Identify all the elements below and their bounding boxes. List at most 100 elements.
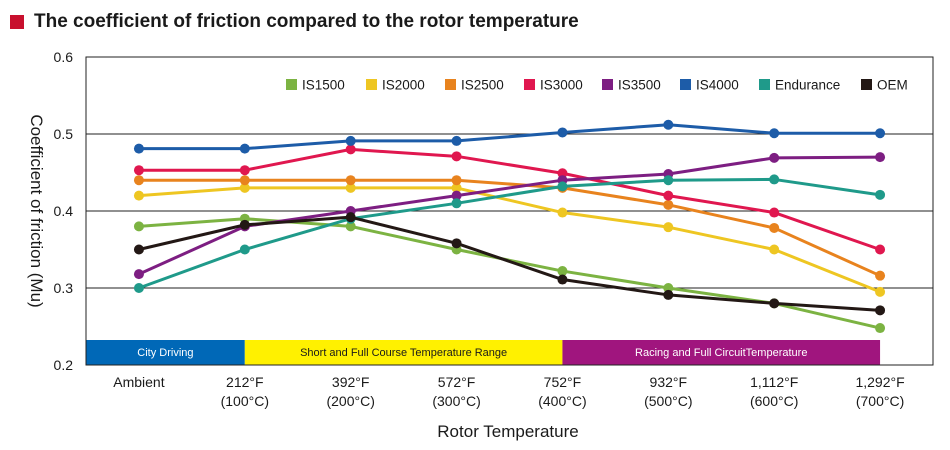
x-tick-label: 1,292°F bbox=[855, 374, 904, 390]
series-line bbox=[138, 123, 881, 151]
data-point bbox=[345, 182, 356, 193]
data-point bbox=[769, 128, 780, 139]
series-line bbox=[138, 215, 881, 312]
title-marker-square bbox=[10, 15, 24, 29]
data-point bbox=[451, 238, 462, 249]
x-tick-label: 212°F bbox=[226, 374, 264, 390]
data-point bbox=[345, 135, 356, 146]
data-point bbox=[769, 174, 780, 185]
series-oem bbox=[133, 212, 886, 316]
x-tick-sublabel: (300°C) bbox=[432, 393, 480, 409]
legend-item: Endurance bbox=[759, 78, 840, 93]
data-point bbox=[663, 199, 674, 210]
data-point bbox=[133, 175, 144, 186]
legend-label: IS2500 bbox=[461, 78, 504, 93]
series-line bbox=[138, 178, 881, 278]
legend-swatch bbox=[680, 79, 691, 90]
x-axis-label: Rotor Temperature bbox=[437, 422, 578, 441]
data-point bbox=[451, 190, 462, 201]
legend-swatch bbox=[445, 79, 456, 90]
band bbox=[244, 340, 563, 365]
legend-label: Endurance bbox=[775, 78, 840, 93]
x-tick-sublabel: (700°C) bbox=[856, 393, 904, 409]
series-is4000 bbox=[133, 119, 886, 154]
data-point bbox=[133, 269, 144, 280]
legend-label: IS3500 bbox=[618, 78, 661, 93]
data-series bbox=[133, 119, 886, 334]
legend-swatch bbox=[602, 79, 613, 90]
series-is3000 bbox=[133, 144, 886, 255]
y-tick-label: 0.5 bbox=[54, 126, 74, 142]
x-tick-label: 932°F bbox=[650, 374, 688, 390]
y-axis-label: Coefficient of friction (Mu) bbox=[27, 114, 46, 307]
data-point bbox=[557, 274, 568, 285]
data-point bbox=[239, 165, 250, 176]
data-point bbox=[875, 128, 886, 139]
legend-swatch bbox=[861, 79, 872, 90]
data-point bbox=[557, 266, 568, 277]
data-point bbox=[769, 152, 780, 163]
data-point bbox=[875, 152, 886, 163]
legend-item: IS3000 bbox=[524, 78, 583, 93]
data-point bbox=[345, 221, 356, 232]
data-point bbox=[345, 175, 356, 186]
data-point bbox=[875, 244, 886, 255]
legend-label: OEM bbox=[877, 78, 908, 93]
legend-item: IS2500 bbox=[445, 78, 504, 93]
data-point bbox=[557, 168, 568, 179]
data-point bbox=[663, 283, 674, 293]
data-point bbox=[557, 127, 568, 138]
legend: IS1500 IS2000 IS2500 IS3000 IS3500 IS4000 Endu… bbox=[286, 78, 908, 93]
series-line bbox=[138, 177, 881, 290]
series-line bbox=[138, 155, 881, 276]
x-tick-label: Ambient bbox=[113, 374, 164, 390]
data-point bbox=[239, 244, 250, 255]
data-point bbox=[769, 298, 780, 309]
x-tick-labels: Ambient 212°F (100°C) 392°F (200°C) 572°F (300… bbox=[113, 374, 904, 409]
legend-item: IS3500 bbox=[602, 78, 661, 93]
data-point bbox=[345, 144, 356, 155]
y-tick-label: 0.3 bbox=[54, 280, 74, 296]
data-point bbox=[451, 198, 462, 209]
band bbox=[562, 340, 881, 365]
band-label: City Driving bbox=[137, 347, 193, 359]
y-tick-label: 0.6 bbox=[54, 49, 74, 65]
data-point bbox=[239, 219, 250, 230]
temperature-range-bands: City Driving Short and Full Course Temper… bbox=[86, 340, 881, 365]
x-tick-sublabel: (600°C) bbox=[750, 393, 798, 409]
data-point bbox=[451, 151, 462, 162]
series-line bbox=[138, 217, 881, 330]
legend-label: IS4000 bbox=[696, 78, 739, 93]
series-line bbox=[138, 186, 881, 294]
data-point bbox=[451, 135, 462, 146]
legend-label: IS3000 bbox=[540, 78, 583, 93]
band-label: Short and Full Course Temperature Range bbox=[300, 347, 507, 359]
data-point bbox=[239, 143, 250, 154]
data-point bbox=[663, 289, 674, 300]
x-tick-label: 572°F bbox=[438, 374, 476, 390]
data-point bbox=[875, 189, 886, 200]
data-point bbox=[663, 119, 674, 130]
data-point bbox=[875, 323, 886, 334]
y-tick-label: 0.2 bbox=[54, 357, 74, 373]
data-point bbox=[875, 270, 886, 281]
legend-item: OEM bbox=[861, 78, 908, 93]
data-point bbox=[663, 190, 674, 201]
legend-label: IS2000 bbox=[382, 78, 425, 93]
data-point bbox=[133, 221, 144, 232]
data-point bbox=[239, 182, 250, 193]
data-point bbox=[451, 182, 462, 193]
chart-title-row: The coefficient of friction compared to … bbox=[10, 9, 579, 35]
series-is2500 bbox=[133, 175, 886, 281]
legend-item: IS2000 bbox=[366, 78, 425, 93]
series-is2000 bbox=[133, 182, 886, 297]
data-point bbox=[133, 190, 144, 201]
x-tick-label: 752°F bbox=[544, 374, 582, 390]
legend-swatch bbox=[366, 79, 377, 90]
x-tick-sublabel: (100°C) bbox=[221, 393, 269, 409]
band bbox=[86, 340, 245, 365]
legend-swatch bbox=[286, 79, 297, 90]
chart-title: The coefficient of friction compared to … bbox=[34, 11, 579, 32]
data-point bbox=[875, 305, 886, 316]
